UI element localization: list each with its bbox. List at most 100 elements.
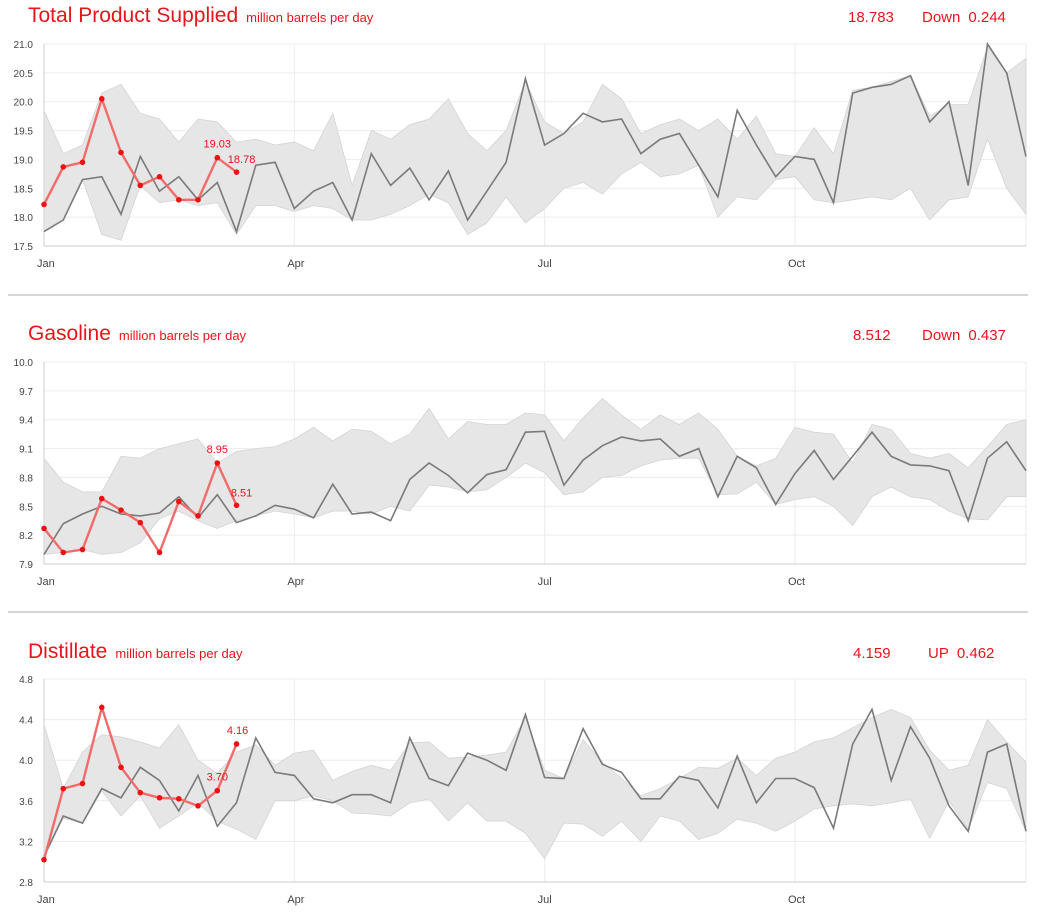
current-year-point <box>41 201 47 208</box>
data-label: 8.51 <box>231 487 252 499</box>
current-year-point <box>233 502 240 509</box>
y-tick-label: 3.2 <box>19 837 33 848</box>
latest-value: 18.783 <box>848 9 894 26</box>
current-year-point <box>41 856 47 863</box>
y-tick-label: 19.0 <box>14 155 34 166</box>
current-year-point <box>195 513 201 519</box>
chart-title: Gasoline million barrels per day <box>28 322 246 346</box>
y-tick-label: 20.5 <box>14 69 34 80</box>
current-year-point <box>79 780 86 787</box>
chart-total-product-supplied: 17.5 18.0 18.5 19.0 19.5 20.0 20.5 21.0 Jan Apr Ju… <box>14 40 1027 270</box>
current-year-point <box>156 549 163 556</box>
current-year-point <box>60 785 67 792</box>
x-tick-label: Jul <box>538 258 552 270</box>
y-tick-label: 4.8 <box>19 675 33 686</box>
current-year-point <box>175 197 182 203</box>
y-tick-label: 20.0 <box>14 98 34 109</box>
current-year-point <box>79 546 86 553</box>
weekly-change: Down 0.244 <box>922 9 1006 26</box>
x-tick-label: Oct <box>788 894 805 906</box>
latest-value: 8.512 <box>853 327 891 344</box>
current-year-point <box>214 154 221 161</box>
y-tick-label: 21.0 <box>14 40 34 51</box>
y-tick-label: 10.0 <box>14 358 34 369</box>
panel-gasoline: Gasoline million barrels per day 8.512 Do… <box>0 318 1043 608</box>
x-tick-label: Apr <box>287 894 304 906</box>
chart-title: Total Product Supplied million barrels pe… <box>28 4 373 28</box>
current-year-point <box>156 173 163 180</box>
weekly-change: UP 0.462 <box>928 645 994 662</box>
y-tick-label: 9.7 <box>19 387 33 398</box>
chart-units: million barrels per day <box>246 10 374 25</box>
y-tick-label: 9.4 <box>19 416 33 427</box>
prior-year-line <box>43 430 1027 555</box>
chart-units: million barrels per day <box>115 646 243 661</box>
current-year-point <box>137 182 144 189</box>
y-tick-label: 4.0 <box>19 756 33 767</box>
current-year-point <box>41 525 47 532</box>
current-year-point <box>118 764 124 771</box>
change-amount: 0.462 <box>956 645 995 662</box>
chart-units: million barrels per day <box>118 328 247 343</box>
current-year-point <box>175 498 182 505</box>
weekly-change: Down 0.437 <box>922 327 1006 344</box>
prior-year-line <box>43 707 1027 857</box>
data-label: 4.16 <box>227 725 248 737</box>
current-year-point <box>98 704 105 711</box>
current-year-point <box>233 741 240 747</box>
y-tick-label: 17.5 <box>14 242 34 253</box>
y-tick-label: 8.8 <box>19 473 33 484</box>
chart-title-text: Distillate <box>28 640 108 663</box>
current-year-point <box>175 795 182 802</box>
latest-value: 4.159 <box>853 645 891 662</box>
y-tick-label: 8.2 <box>19 531 33 542</box>
y-tick-label: 9.1 <box>19 445 33 456</box>
x-tick-label: Apr <box>287 576 304 588</box>
current-year-point <box>137 519 144 526</box>
current-year-point <box>195 197 201 203</box>
y-tick-label: 7.9 <box>19 560 33 571</box>
current-year-point <box>118 507 124 513</box>
range-band <box>43 398 1027 555</box>
y-tick-label: 3.6 <box>19 797 33 808</box>
y-tick-label: 18.0 <box>14 213 34 224</box>
current-year-point <box>233 169 240 175</box>
chart-title-text: Total Product Supplied <box>28 4 239 27</box>
change-amount: 0.437 <box>968 327 1006 344</box>
current-year-point <box>214 460 221 466</box>
x-tick-label: Jan <box>37 576 55 588</box>
x-tick-label: Oct <box>788 576 805 588</box>
change-direction: Down <box>922 9 961 26</box>
chart-title-text: Gasoline <box>28 322 111 345</box>
x-tick-label: Jan <box>37 258 55 270</box>
current-year-point <box>195 803 201 809</box>
current-year-point <box>137 789 144 796</box>
x-tick-label: Jul <box>538 894 552 906</box>
current-year-point <box>214 787 221 794</box>
data-label: 19.03 <box>204 139 232 151</box>
section-divider <box>8 611 1028 613</box>
chart-title: Distillate million barrels per day <box>28 640 243 664</box>
y-tick-label: 2.8 <box>19 878 33 889</box>
y-tick-label: 8.5 <box>19 502 33 513</box>
x-tick-label: Jan <box>37 894 55 906</box>
change-direction: UP <box>928 645 949 662</box>
panel-total-product-supplied: Total Product Supplied million barrels pe… <box>0 0 1043 290</box>
prior-year-line <box>43 41 1027 235</box>
section-divider <box>8 294 1028 296</box>
x-tick-label: Apr <box>287 258 304 270</box>
data-label: 3.70 <box>207 772 228 784</box>
current-year-point <box>98 96 105 102</box>
y-tick-label: 19.5 <box>14 127 34 138</box>
x-tick-label: Jul <box>538 576 552 588</box>
panel-distillate: Distillate million barrels per day 4.159 … <box>0 636 1043 923</box>
data-label: 8.95 <box>207 444 228 456</box>
chart-gasoline: 7.9 8.2 8.5 8.8 9.1 9.4 9.7 10.0 Jan Apr Jul Oct 8.9… <box>14 358 1027 588</box>
current-year-point <box>60 549 67 556</box>
change-direction: Down <box>922 327 961 344</box>
current-year-point <box>98 495 105 502</box>
current-year-point <box>60 164 67 170</box>
range-band <box>43 46 1027 241</box>
current-year-point <box>118 149 124 156</box>
y-tick-label: 18.5 <box>14 184 34 195</box>
